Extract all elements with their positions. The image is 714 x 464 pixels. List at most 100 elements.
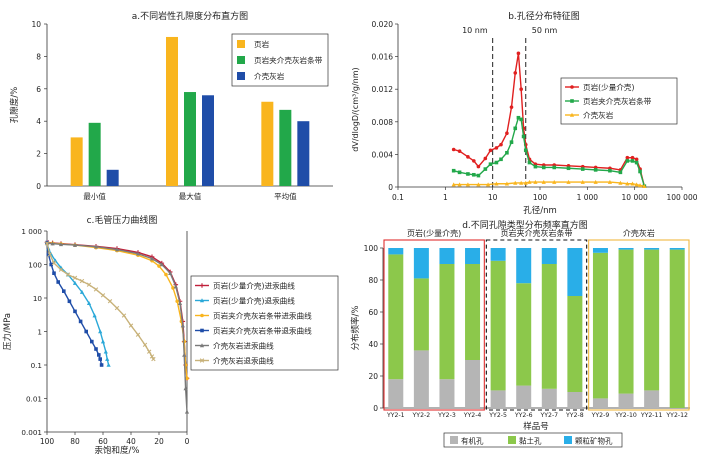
- panel-b-series-2-point-23: [642, 183, 647, 188]
- panel-b-series-0-point-1: [457, 149, 462, 153]
- panel-c-legend-label-5: 介壳灰岩退汞曲线: [213, 356, 274, 366]
- panel-d-category-label-9: YY2-10: [614, 412, 637, 419]
- panel-d-category-label-4: YY2-5: [488, 412, 507, 419]
- panel-d-bar-1-3: [465, 264, 481, 360]
- panel-b-series-0-point-9: [505, 131, 509, 136]
- panel-b-series-1-point-21: [580, 167, 585, 171]
- panel-c-legend-label-2: 页岩夹介壳灰岩条带进汞曲线: [213, 311, 312, 321]
- panel-b-legend-swatch-marker-0: [570, 85, 574, 89]
- panel-c-series-4-point-0: [184, 409, 190, 414]
- panel-d-group-frame-0: [383, 239, 485, 411]
- panel-c-series-5-point-12: [121, 313, 127, 318]
- panel-a-bar-2-0: [106, 169, 119, 186]
- panel-c-series-5-point-11: [114, 305, 120, 311]
- panel-d-group-label-1: 页岩夹介壳灰岩条带: [501, 228, 573, 238]
- panel-c-legend-swatch-marker-3: [200, 328, 204, 333]
- panel-b-series-1-point-2: [466, 172, 470, 176]
- panel-d-category-label-0: YY2-1: [386, 412, 405, 419]
- panel-c-series-3-point-1: [46, 252, 51, 257]
- panel-c-series-4-point-9: [135, 251, 141, 256]
- panel-b-series-0-point-8: [499, 142, 503, 147]
- panel-b-series-1-point-5: [483, 167, 488, 171]
- panel-c-series-3-point-3: [52, 271, 56, 275]
- panel-b-series-0-point-27: [634, 157, 639, 162]
- panel-d-x-label: 样品号: [523, 421, 549, 432]
- panel-d-y-tick-label-3: 60: [368, 308, 378, 317]
- panel-c-series-5-point-6: [79, 278, 85, 284]
- panel-d-y-tick-label-2: 40: [368, 340, 378, 349]
- panel-c-series-5-point-0: [44, 241, 50, 246]
- panel-b-series-1-point-8: [499, 157, 503, 162]
- panel-d-legend-swatch-2: [564, 436, 572, 444]
- panel-b-series-1-point-14: [521, 134, 526, 139]
- panel-d-bar-2-8: [592, 248, 608, 253]
- panel-c-series-1-point-10: [98, 329, 103, 334]
- panel-a-y-label: 孔隙度/%: [9, 87, 20, 123]
- panel-d-y-label: 分布频率/%: [350, 306, 361, 351]
- panel-b-series-1-point-0: [451, 168, 456, 173]
- panel-b-series-2-point-16: [593, 179, 598, 184]
- panel-b-series-0-point-25: [625, 155, 630, 160]
- panel-a-y-tick-label-3: 6: [36, 85, 41, 94]
- panel-b-series-2-point-15: [580, 179, 585, 184]
- panel-c-series-5-point-5: [72, 275, 78, 281]
- panel-b-y-label: dV/dlogD/(cm³/g/nm): [351, 67, 360, 151]
- panel-c-legend-swatch-marker-1: [199, 298, 205, 303]
- panel-b-series-1-point-22: [593, 168, 598, 172]
- panel-c-series-2-line: [46, 241, 188, 379]
- panel-b-series-1-point-26: [630, 159, 635, 163]
- panel-b-series-1-point-3: [472, 172, 476, 177]
- panel-b-series-1-point-10: [509, 140, 514, 144]
- panel-c-legend-swatch-marker-4: [199, 343, 205, 348]
- panel-c-series-3-point-11: [94, 347, 98, 351]
- panel-b-series-0-point-4: [476, 164, 481, 169]
- panel-c-series-2-point-4: [175, 299, 179, 304]
- panel-c-legend-label-3: 页岩夹介壳灰岩条带退汞曲线: [213, 326, 312, 336]
- panel-d-category-label-5: YY2-6: [514, 412, 533, 419]
- panel-c-legend-label-1: 页岩(少量介壳)退汞曲线: [213, 296, 295, 306]
- panel-d-group-frame-1: [485, 239, 588, 411]
- panel-c-series-4-point-10: [114, 247, 120, 252]
- panel-d-bar-2-4: [490, 248, 506, 261]
- panel-c-legend-frame: [190, 275, 339, 371]
- panel-c-series-2-point-6: [164, 272, 168, 277]
- panel-d-bar-2-11: [669, 248, 685, 250]
- panel-d-group-label-0: 页岩(少量介壳): [407, 228, 461, 238]
- panel-b-series-1-point-25: [625, 159, 630, 163]
- panel-b-legend-label-0: 页岩(少量介壳): [583, 82, 635, 92]
- panel-a-y-tick-label-4: 8: [36, 52, 41, 61]
- panel-b-x-tick-label-1: 1: [443, 193, 448, 202]
- panel-b-series-2-point-18: [618, 180, 623, 185]
- panel-c-x-tick-label-2: 60: [98, 437, 108, 446]
- panel-b-series-2-point-8: [519, 180, 524, 185]
- panel-b-series-1-point-18: [541, 165, 546, 170]
- panel-a-legend-label-2: 介壳灰岩: [254, 71, 285, 81]
- panel-b-series-2-point-12: [541, 179, 546, 184]
- panel-b-series-2-point-9: [523, 180, 528, 185]
- panel-a-porosity-histogram: a.不同岩性孔隙度分布直方图 0 2 4 6 8 10 孔隙度/% 最小值 最大值 平均值 页岩页岩夹…: [9, 10, 333, 201]
- panel-d-y-tick-label-5: 100: [364, 244, 379, 253]
- panel-c-legend-label-0: 页岩(少量介壳)进汞曲线: [213, 281, 295, 291]
- panel-a-bar-2-2: [297, 121, 310, 186]
- panel-d-category-label-7: YY2-8: [565, 412, 584, 419]
- panel-b-legend-frame: [560, 77, 678, 125]
- panel-b-legend-swatch-marker-2: [569, 112, 575, 117]
- panel-b-series-2-point-13: [552, 179, 557, 184]
- panel-a-bar-1-2: [279, 109, 292, 186]
- panel-d-bar-2-2: [439, 248, 455, 264]
- panel-a-y-tick-label-1: 2: [36, 150, 41, 159]
- panel-d-bar-0-6: [541, 388, 557, 408]
- panel-a-y-tick-label-2: 4: [36, 117, 41, 126]
- panel-c-series-1-point-9: [92, 313, 97, 318]
- panel-d-category-label-6: YY2-7: [539, 412, 558, 419]
- panel-c-series-1-point-8: [86, 300, 92, 305]
- panel-a-y-tick-label-5: 10: [31, 20, 41, 29]
- panel-d-bar-0-10: [644, 390, 660, 408]
- panel-c-series-2-point-5: [171, 286, 175, 290]
- panel-d-bar-1-10: [644, 249, 660, 391]
- panel-b-series-2-point-3: [476, 182, 481, 187]
- panel-d-legend-swatch-0: [450, 436, 458, 444]
- panel-c-series-1-point-13: [105, 356, 110, 361]
- panel-b-series-2-point-6: [504, 181, 510, 186]
